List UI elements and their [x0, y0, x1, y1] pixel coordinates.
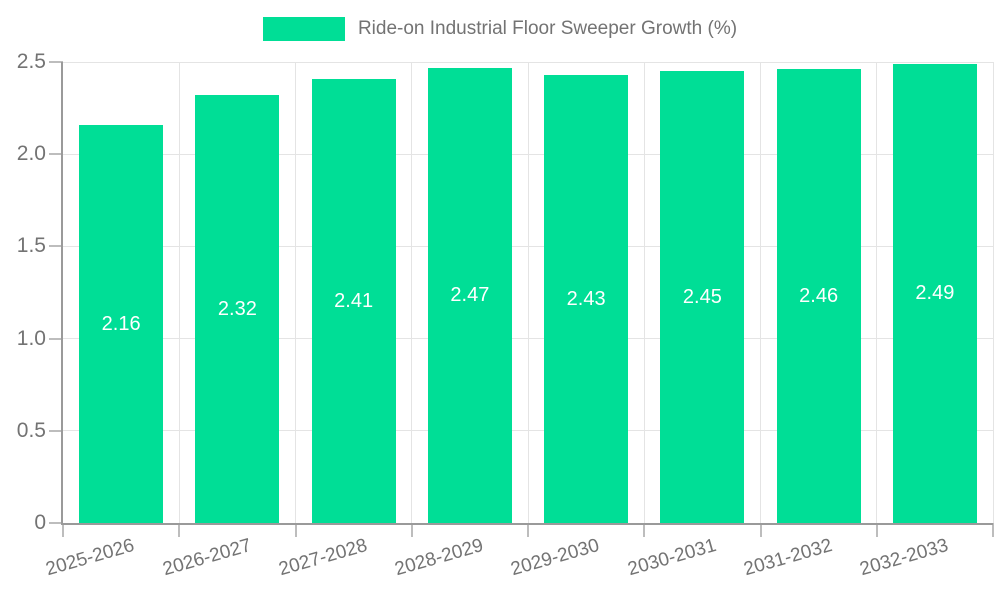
x-axis-tick-label: 2032-2033 — [857, 535, 951, 581]
y-axis-tick — [49, 429, 63, 432]
y-axis-tick — [49, 522, 63, 524]
bar — [660, 71, 745, 523]
gridline-vertical — [760, 62, 761, 523]
x-axis-tick-label: 2026-2027 — [160, 535, 254, 581]
bar-value-label: 2.45 — [682, 286, 722, 309]
x-axis-tick-label: 2025-2026 — [43, 535, 137, 581]
x-axis-tick-label: 2028-2029 — [392, 535, 486, 581]
gridline-vertical — [295, 62, 296, 523]
bar-value-label: 2.41 — [334, 289, 374, 312]
x-axis-tick — [410, 523, 413, 537]
y-axis-tick-label: 1.5 — [16, 234, 46, 258]
bar — [311, 78, 396, 523]
legend-swatch — [262, 17, 345, 41]
x-axis-tick — [875, 523, 878, 537]
bar — [776, 69, 861, 523]
x-axis-tick-label: 2029-2030 — [508, 535, 602, 581]
x-axis-tick — [643, 523, 646, 537]
bar — [544, 74, 629, 523]
legend-label: Ride-on Industrial Floor Sweeper Growth … — [357, 18, 738, 39]
x-axis-tick-label: 2027-2028 — [276, 535, 370, 581]
gridline-vertical — [643, 62, 645, 523]
bar — [195, 95, 280, 523]
y-axis-tick — [49, 245, 63, 248]
gridline-vertical — [411, 62, 413, 523]
gridline-vertical — [178, 62, 180, 523]
axes-frame — [61, 62, 993, 525]
y-axis-tick — [49, 61, 63, 63]
x-axis-tick — [992, 523, 994, 537]
y-axis-tick — [49, 153, 63, 156]
x-axis-tick — [294, 523, 297, 537]
bar-value-label: 2.16 — [101, 312, 141, 335]
bar — [79, 124, 164, 523]
gridline-vertical — [876, 62, 878, 523]
x-axis-tick-label: 2030-2031 — [625, 535, 719, 581]
x-axis-tick-label: 2031-2032 — [741, 535, 835, 581]
y-axis-tick-label: 0 — [34, 511, 46, 534]
bar — [892, 63, 977, 523]
gridline-vertical — [527, 62, 529, 523]
y-axis-tick-label: 2.0 — [16, 142, 46, 166]
legend: Ride-on Industrial Floor Sweeper Growth … — [0, 17, 1000, 41]
y-axis-tick-label: 1.0 — [16, 326, 46, 350]
y-axis-tick-label: 0.5 — [16, 418, 46, 442]
y-axis-tick — [49, 337, 63, 340]
x-axis-tick — [527, 523, 529, 537]
x-axis-tick — [178, 523, 181, 537]
bar-value-label: 2.32 — [217, 298, 257, 321]
bar — [427, 67, 512, 523]
gridline-vertical — [992, 62, 994, 523]
x-axis-tick — [62, 523, 64, 537]
bar-value-label: 2.46 — [799, 285, 839, 308]
y-axis-tick-label: 2.5 — [16, 50, 46, 73]
bar-value-label: 2.47 — [450, 284, 490, 307]
bar-value-label: 2.43 — [566, 287, 606, 310]
x-axis-tick — [759, 523, 762, 537]
bar-value-label: 2.49 — [915, 282, 955, 305]
